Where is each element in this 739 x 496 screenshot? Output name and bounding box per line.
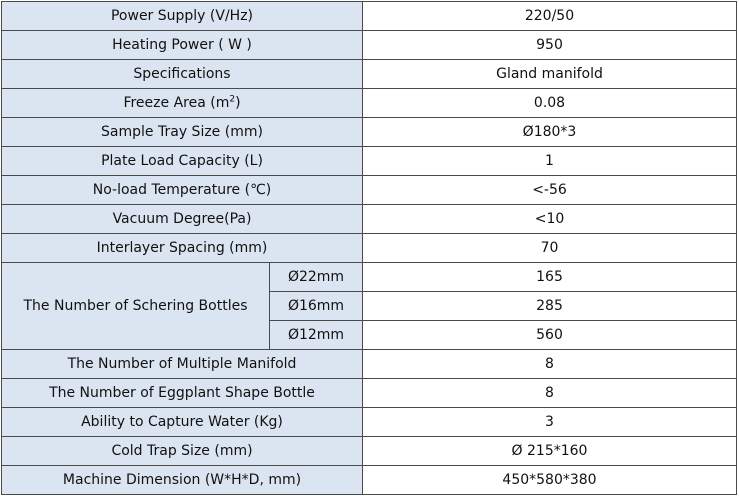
table-row: Specifications Gland manifold (1, 59, 737, 89)
row-value: 285 (362, 291, 737, 321)
table-row: Sample Tray Size (mm) Ø180*3 (1, 117, 737, 147)
row-value: 560 (362, 320, 737, 350)
schering-bottles-label: The Number of Schering Bottles (1, 262, 270, 350)
row-value: Ø 215*160 (362, 436, 737, 466)
row-value: 1 (362, 146, 737, 176)
row-label: Heating Power ( W ) (1, 30, 363, 60)
table-row: The Number of Multiple Manifold 8 (1, 349, 737, 379)
row-value: 3 (362, 407, 737, 437)
table-row: Freeze Area (m2) 0.08 (1, 88, 737, 118)
table-row: Ø12mm 560 (2, 320, 737, 350)
row-label: No-load Temperature (℃) (1, 175, 363, 205)
row-value: <10 (362, 204, 737, 234)
table-row: Power Supply (V/Hz) 220/50 (1, 1, 737, 31)
table-row: Ability to Capture Water (Kg) 3 (1, 407, 737, 437)
row-value: 220/50 (362, 1, 737, 31)
table-row: Vacuum Degree(Pa) <10 (1, 204, 737, 234)
table-row: Heating Power ( W ) 950 (1, 30, 737, 60)
row-value: 0.08 (362, 88, 737, 118)
row-value: 950 (362, 30, 737, 60)
row-label: Freeze Area (m2) (1, 88, 363, 118)
table-row: The Number of Eggplant Shape Bottle 8 (1, 378, 737, 408)
table-row: Machine Dimension (W*H*D, mm) 450*580*38… (1, 465, 737, 495)
row-label: Interlayer Spacing (mm) (1, 233, 363, 263)
row-label: Power Supply (V/Hz) (1, 1, 363, 31)
row-label: Machine Dimension (W*H*D, mm) (1, 465, 363, 495)
row-label-superscript: 2 (229, 94, 236, 105)
row-label: The Number of Eggplant Shape Bottle (1, 378, 363, 408)
table-row: The Number of Schering Bottles Ø22mm 165 (1, 262, 737, 350)
row-label-suffix: ) (235, 95, 241, 111)
bottle-size-label: Ø12mm (269, 320, 363, 350)
row-value: 165 (362, 262, 737, 292)
row-value: 70 (362, 233, 737, 263)
table-row: Plate Load Capacity (L) 1 (1, 146, 737, 176)
row-value: 8 (362, 378, 737, 408)
row-value: 8 (362, 349, 737, 379)
row-value: 450*580*380 (362, 465, 737, 495)
table-row: Cold Trap Size (mm) Ø 215*160 (1, 436, 737, 466)
table-row: Interlayer Spacing (mm) 70 (1, 233, 737, 263)
bottle-size-label: Ø16mm (269, 291, 363, 321)
table-row: Ø16mm 285 (2, 291, 737, 321)
row-value: Ø180*3 (362, 117, 737, 147)
row-label: Sample Tray Size (mm) (1, 117, 363, 147)
table-row: No-load Temperature (℃) <-56 (1, 175, 737, 205)
row-label: Plate Load Capacity (L) (1, 146, 363, 176)
row-value: Gland manifold (362, 59, 737, 89)
row-label: Vacuum Degree(Pa) (1, 204, 363, 234)
row-label-text: Freeze Area (m (123, 95, 230, 111)
row-value: <-56 (362, 175, 737, 205)
row-label: Specifications (1, 59, 363, 89)
row-label: Ability to Capture Water (Kg) (1, 407, 363, 437)
row-label: Cold Trap Size (mm) (1, 436, 363, 466)
row-label: The Number of Multiple Manifold (1, 349, 363, 379)
bottle-size-label: Ø22mm (269, 262, 363, 292)
